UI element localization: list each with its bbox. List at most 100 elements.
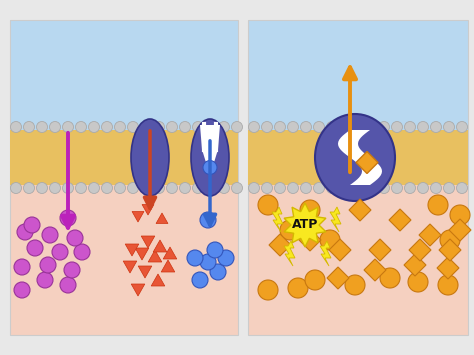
Text: ATP: ATP <box>292 218 318 231</box>
Polygon shape <box>153 240 167 252</box>
Circle shape <box>166 182 177 193</box>
Polygon shape <box>330 207 341 232</box>
Circle shape <box>219 121 229 132</box>
Circle shape <box>207 242 223 258</box>
Circle shape <box>392 121 402 132</box>
Circle shape <box>89 121 100 132</box>
Polygon shape <box>248 20 468 130</box>
Polygon shape <box>299 229 321 251</box>
Circle shape <box>14 259 30 275</box>
Circle shape <box>313 182 325 193</box>
Circle shape <box>392 182 402 193</box>
Circle shape <box>418 121 428 132</box>
Polygon shape <box>151 274 165 286</box>
Circle shape <box>280 220 300 240</box>
Circle shape <box>262 121 273 132</box>
Circle shape <box>24 121 35 132</box>
Circle shape <box>313 121 325 132</box>
Circle shape <box>274 121 285 132</box>
Circle shape <box>219 182 229 193</box>
Circle shape <box>49 121 61 132</box>
Circle shape <box>10 121 21 132</box>
Polygon shape <box>131 284 145 296</box>
Polygon shape <box>320 241 331 266</box>
Circle shape <box>166 121 177 132</box>
Polygon shape <box>449 219 471 241</box>
Polygon shape <box>284 203 326 247</box>
Polygon shape <box>123 261 137 273</box>
Bar <box>248 130 468 185</box>
Circle shape <box>327 182 337 193</box>
Circle shape <box>10 182 21 193</box>
Circle shape <box>353 121 364 132</box>
Polygon shape <box>10 20 238 130</box>
Circle shape <box>438 275 458 295</box>
Polygon shape <box>200 125 220 169</box>
Circle shape <box>75 182 86 193</box>
Circle shape <box>339 182 350 193</box>
Bar <box>10 130 238 185</box>
Circle shape <box>379 182 390 193</box>
Polygon shape <box>329 239 351 261</box>
Polygon shape <box>141 236 155 248</box>
Circle shape <box>231 121 243 132</box>
Circle shape <box>187 250 203 266</box>
Circle shape <box>14 282 30 298</box>
Circle shape <box>206 182 217 193</box>
Circle shape <box>115 121 126 132</box>
Circle shape <box>262 182 273 193</box>
Circle shape <box>40 257 56 273</box>
Circle shape <box>115 182 126 193</box>
Circle shape <box>64 262 80 278</box>
Circle shape <box>218 250 234 266</box>
Polygon shape <box>364 259 386 281</box>
Circle shape <box>192 272 208 288</box>
Polygon shape <box>404 254 426 276</box>
Polygon shape <box>269 234 291 256</box>
Circle shape <box>301 121 311 132</box>
Polygon shape <box>125 244 139 256</box>
Circle shape <box>288 278 308 298</box>
Polygon shape <box>327 267 349 289</box>
Circle shape <box>75 121 86 132</box>
Bar <box>248 20 468 335</box>
Circle shape <box>200 254 216 270</box>
Circle shape <box>379 121 390 132</box>
Circle shape <box>42 227 58 243</box>
Circle shape <box>231 182 243 193</box>
Circle shape <box>274 182 285 193</box>
Circle shape <box>17 224 33 240</box>
Circle shape <box>450 205 470 225</box>
Circle shape <box>305 270 325 290</box>
Circle shape <box>248 121 259 132</box>
Circle shape <box>428 195 448 215</box>
Circle shape <box>140 182 152 193</box>
Polygon shape <box>356 152 378 174</box>
Polygon shape <box>163 247 177 259</box>
Circle shape <box>365 121 376 132</box>
Circle shape <box>301 182 311 193</box>
Circle shape <box>339 121 350 132</box>
Circle shape <box>140 121 152 132</box>
Circle shape <box>248 182 259 193</box>
Polygon shape <box>437 257 459 279</box>
Polygon shape <box>369 239 391 261</box>
Circle shape <box>154 182 164 193</box>
Circle shape <box>456 182 467 193</box>
Circle shape <box>101 182 112 193</box>
Circle shape <box>327 121 337 132</box>
Polygon shape <box>272 207 283 232</box>
Circle shape <box>67 230 83 246</box>
Circle shape <box>128 121 138 132</box>
Circle shape <box>154 121 164 132</box>
Polygon shape <box>132 212 144 222</box>
Polygon shape <box>349 199 371 221</box>
Circle shape <box>36 182 47 193</box>
Ellipse shape <box>315 114 395 201</box>
Circle shape <box>444 121 455 132</box>
Polygon shape <box>148 250 162 262</box>
Polygon shape <box>161 260 175 272</box>
Polygon shape <box>10 185 238 335</box>
Circle shape <box>89 182 100 193</box>
Circle shape <box>52 244 68 260</box>
